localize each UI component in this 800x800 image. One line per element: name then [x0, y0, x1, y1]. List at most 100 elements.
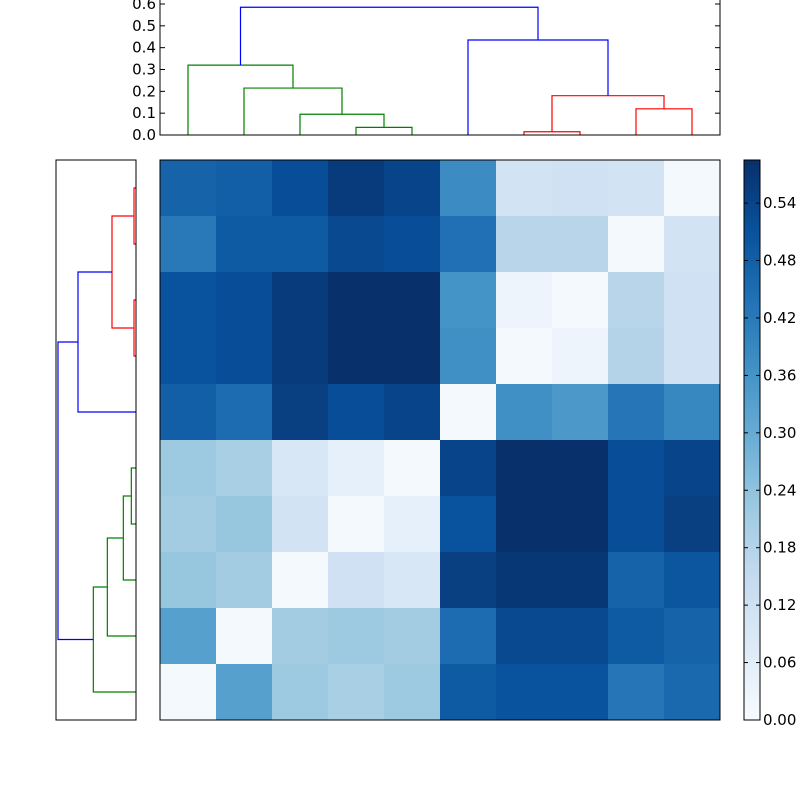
- top-ytick-label-3: 0.3: [132, 61, 156, 79]
- heatmap-cell-9-7: [552, 664, 609, 721]
- heatmap-cell-2-7: [552, 272, 609, 329]
- heatmap-cell-8-7: [552, 608, 609, 665]
- heatmap-cell-9-9: [664, 664, 721, 721]
- left-dendrogram-link-7: [92, 586, 136, 693]
- heatmap-cell-3-0: [160, 328, 217, 385]
- heatmap-cell-6-9: [664, 496, 721, 553]
- heatmap-cell-6-3: [328, 496, 385, 553]
- heatmap-cell-1-5: [440, 216, 497, 273]
- heatmap-cell-3-1: [216, 328, 273, 385]
- heatmap-cell-4-7: [552, 384, 609, 441]
- heatmap-cell-0-2: [272, 160, 329, 217]
- heatmap-cell-9-5: [440, 664, 497, 721]
- heatmap-cell-4-3: [328, 384, 385, 441]
- heatmap-cell-9-3: [328, 664, 385, 721]
- heatmap-cell-7-3: [328, 552, 385, 609]
- heatmap-cell-1-3: [328, 216, 385, 273]
- heatmap-cell-4-1: [216, 384, 273, 441]
- heatmap-cell-5-9: [664, 440, 721, 497]
- heatmap-cell-1-4: [384, 216, 441, 273]
- colorbar-tick-label-0: 0.00: [763, 711, 796, 729]
- colorbar-gradient: [743, 159, 761, 721]
- top-dendrogram-panel: 0.0 0.1 0.2 0.3 0.4 0.5 0.6: [132, 0, 721, 144]
- heatmap-cell-6-2: [272, 496, 329, 553]
- heatmap-cell-2-0: [160, 272, 217, 329]
- heatmap-cell-4-5: [440, 384, 497, 441]
- colorbar-tick-label-8: 0.48: [763, 252, 796, 270]
- heatmap-panel: [159, 159, 721, 721]
- heatmap-cell-3-7: [552, 328, 609, 385]
- heatmap-cell-7-2: [272, 552, 329, 609]
- heatmap-cell-1-2: [272, 216, 329, 273]
- heatmap-cell-6-4: [384, 496, 441, 553]
- heatmap-cell-8-9: [664, 608, 721, 665]
- heatmap-cell-3-3: [328, 328, 385, 385]
- top-dendrogram-link-6: [551, 95, 665, 132]
- left-dendrogram-link-8: [57, 341, 94, 641]
- heatmap-cell-1-1: [216, 216, 273, 273]
- left-dendrogram-link-3: [77, 271, 136, 413]
- heatmap-cell-6-6: [496, 496, 553, 553]
- heatmap-cell-5-5: [440, 440, 497, 497]
- heatmap-cell-9-2: [272, 664, 329, 721]
- heatmap-cell-9-8: [608, 664, 665, 721]
- heatmap-cell-8-1: [216, 608, 273, 665]
- heatmap-cell-1-7: [552, 216, 609, 273]
- heatmap-cell-0-0: [160, 160, 217, 217]
- heatmap-cell-7-4: [384, 552, 441, 609]
- heatmap-cell-3-8: [608, 328, 665, 385]
- heatmap-cell-2-8: [608, 272, 665, 329]
- heatmap-cell-6-0: [160, 496, 217, 553]
- heatmap-cell-9-6: [496, 664, 553, 721]
- heatmap-cell-7-7: [552, 552, 609, 609]
- heatmap-cell-5-4: [384, 440, 441, 497]
- heatmap-cell-3-2: [272, 328, 329, 385]
- heatmap-cell-5-2: [272, 440, 329, 497]
- left-dendrogram-link-6: [106, 537, 136, 637]
- heatmap-cell-7-8: [608, 552, 665, 609]
- heatmap-cell-7-1: [216, 552, 273, 609]
- colorbar-tick-label-7: 0.42: [763, 309, 796, 327]
- top-dendrogram-link-2: [243, 87, 343, 135]
- heatmap-cell-0-5: [440, 160, 497, 217]
- colorbar-tick-label-1: 0.06: [763, 654, 796, 672]
- heatmap-cell-1-9: [664, 216, 721, 273]
- heatmap-cell-9-4: [384, 664, 441, 721]
- heatmap-cell-2-4: [384, 272, 441, 329]
- heatmap-frame: [159, 159, 721, 721]
- heatmap-cell-3-4: [384, 328, 441, 385]
- heatmap-cell-9-1: [216, 664, 273, 721]
- heatmap-cell-0-3: [328, 160, 385, 217]
- colorbar-tick-label-2: 0.12: [763, 596, 796, 614]
- left-dendrogram-link-4: [130, 467, 136, 525]
- heatmap-cell-8-8: [608, 608, 665, 665]
- left-dendrogram-link-2: [111, 215, 134, 329]
- heatmap-cell-4-4: [384, 384, 441, 441]
- heatmap-cell-6-8: [608, 496, 665, 553]
- heatmap-cell-0-8: [608, 160, 665, 217]
- heatmap-cell-5-0: [160, 440, 217, 497]
- heatmap-cell-1-0: [160, 216, 217, 273]
- left-dendrogram-link-5: [122, 495, 136, 581]
- heatmap-cell-4-9: [664, 384, 721, 441]
- heatmap-cell-8-6: [496, 608, 553, 665]
- heatmap-cell-5-7: [552, 440, 609, 497]
- top-ytick-label-0: 0.0: [132, 126, 156, 144]
- heatmap-cell-2-9: [664, 272, 721, 329]
- heatmap-cell-6-1: [216, 496, 273, 553]
- top-ytick-label-1: 0.1: [132, 104, 156, 122]
- heatmap-cell-5-8: [608, 440, 665, 497]
- heatmap-cell-0-1: [216, 160, 273, 217]
- colorbar-tick-label-4: 0.24: [763, 481, 796, 499]
- top-ytick-label-6: 0.6: [132, 0, 156, 13]
- colorbar-tick-label-9: 0.54: [763, 194, 796, 212]
- heatmap-cell-5-6: [496, 440, 553, 497]
- heatmap-cell-7-9: [664, 552, 721, 609]
- heatmap-cell-1-8: [608, 216, 665, 273]
- heatmap-cell-7-6: [496, 552, 553, 609]
- top-dendrogram-link-5: [635, 108, 693, 135]
- heatmap-cell-0-7: [552, 160, 609, 217]
- heatmap-cell-7-0: [160, 552, 217, 609]
- heatmap-cell-7-5: [440, 552, 497, 609]
